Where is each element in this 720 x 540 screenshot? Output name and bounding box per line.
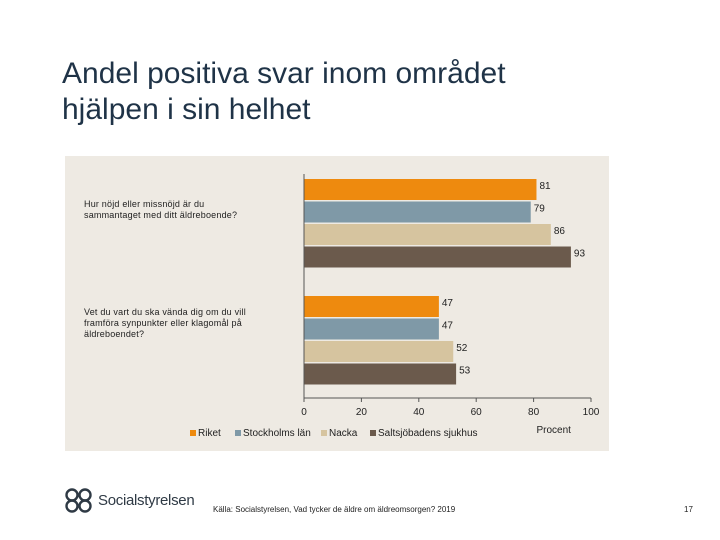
title-line-1: Andel positiva svar inom området [62, 57, 506, 90]
category-label-1-line-1: Hur nöjd eller missnöjd är du [84, 199, 205, 209]
x-tick-label-4: 80 [528, 407, 540, 418]
chart-panel: 81 79 86 93 47 47 52 53 0 20 40 60 80 100 Procent Riket… [65, 156, 609, 451]
legend-swatch-4 [370, 430, 376, 436]
category-label-2-line-1: Vet du vart du ska vända dig om du vill [84, 307, 246, 317]
legend-label-1: Riket [198, 428, 221, 439]
bar-1-3 [304, 224, 551, 245]
bar-1-2 [304, 201, 531, 223]
bar-2-1 [304, 296, 439, 317]
bar-2-2 [304, 318, 439, 340]
bar-2-3 [304, 341, 454, 362]
x-tick-label-1: 20 [356, 407, 368, 418]
data-label-1-2: 79 [534, 204, 546, 215]
category-label-1-line-2: sammantaget med ditt äldreboende? [84, 210, 238, 220]
x-tick-label-5: 100 [583, 407, 600, 418]
data-label-2-1: 47 [442, 298, 454, 309]
slide-title: Andel positiva svar inom området hjälpen… [62, 56, 682, 128]
data-label-2-3: 52 [456, 343, 468, 354]
data-label-1-1: 81 [539, 181, 551, 192]
socialstyrelsen-logo-icon [65, 488, 92, 513]
legend-swatch-3 [321, 430, 327, 436]
logo-text: Socialstyrelsen [98, 491, 195, 509]
bar-2-4 [304, 363, 457, 385]
data-label-2-4: 53 [459, 366, 471, 377]
category-label-1: Hur nöjd eller missnöjd är du sammantaget… [84, 199, 237, 221]
bar-1-1 [304, 179, 537, 200]
x-tick-label-3: 60 [471, 407, 483, 418]
source-note: Källa: Socialstyrelsen, Vad tycker de äl… [213, 505, 456, 514]
category-label-2: Vet du vart du ska vända dig om du vill f… [84, 307, 246, 340]
legend-label-3: Nacka [329, 428, 358, 439]
x-tick-label-2: 40 [413, 407, 425, 418]
x-axis-title: Procent [536, 425, 571, 436]
category-label-2-line-3: äldreboendet? [84, 329, 145, 339]
legend-swatch-2 [235, 430, 241, 436]
data-label-1-4: 93 [574, 249, 586, 260]
legend-label-2: Stockholms län [243, 428, 311, 439]
bar-1-4 [304, 246, 571, 268]
legend-swatch-1 [190, 430, 196, 436]
x-tick-label-0: 0 [301, 407, 307, 418]
data-label-1-3: 86 [554, 226, 566, 237]
data-label-2-2: 47 [442, 321, 454, 332]
category-label-2-line-2: framföra synpunkter eller klagomål på [84, 318, 242, 328]
footer-logo: Socialstyrelsen [64, 486, 195, 514]
page-number: 17 [684, 505, 693, 514]
title-line-2: hjälpen i sin helhet [62, 93, 311, 126]
legend-label-4: Saltsjöbadens sjukhus [378, 428, 478, 439]
